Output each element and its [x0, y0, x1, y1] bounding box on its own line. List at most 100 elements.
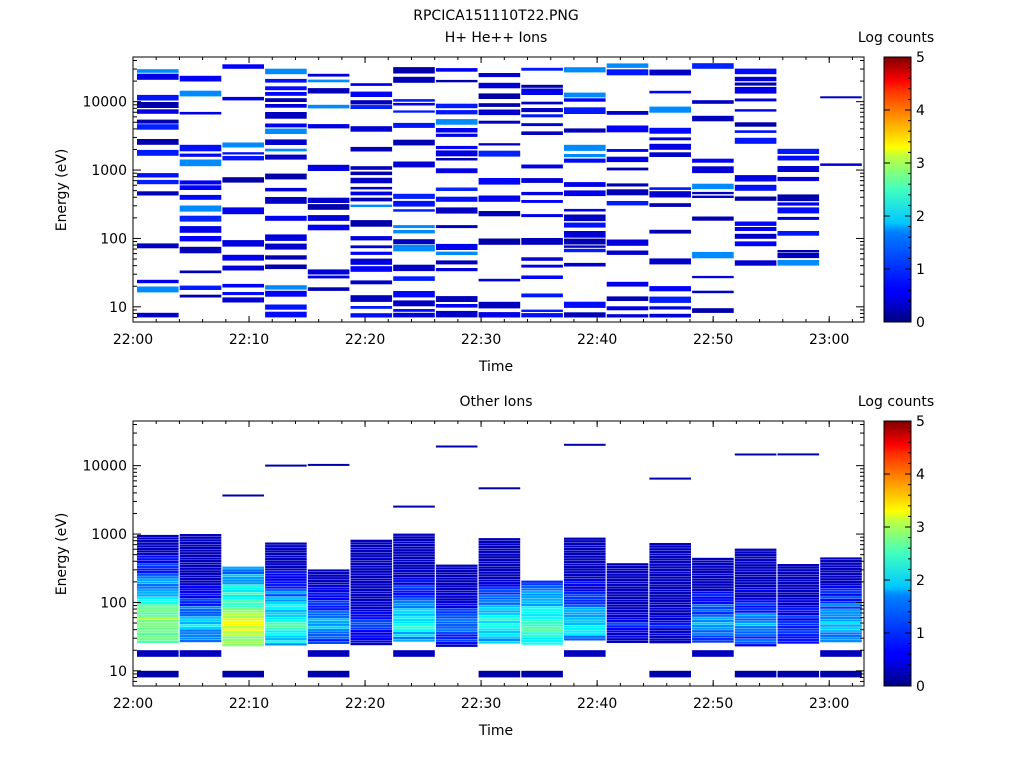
heatmap-cell [265, 243, 307, 250]
heatmap-cell [564, 537, 606, 540]
heatmap-cell [734, 260, 777, 266]
heatmap-cell [649, 69, 691, 76]
heatmap-cell [649, 561, 691, 564]
heatmap-cell [521, 596, 563, 599]
heatmap-cell [435, 574, 478, 578]
heatmap-cell [137, 586, 179, 589]
heatmap-cell [521, 275, 563, 279]
heatmap-cell [478, 607, 521, 611]
heatmap-cell [820, 650, 862, 657]
heatmap-cell [393, 533, 435, 536]
heatmap-cell [777, 610, 820, 613]
y-axis-label: Energy (eV) [54, 513, 70, 596]
heatmap-cell [350, 614, 393, 617]
heatmap-cell [649, 545, 691, 548]
heatmap-cell [564, 107, 606, 114]
heatmap-cell [777, 592, 820, 595]
heatmap-cell [521, 629, 563, 632]
heatmap-cell [137, 614, 179, 618]
heatmap-cell [435, 268, 478, 272]
heatmap-cell [777, 607, 820, 611]
heatmap-cell [435, 642, 478, 645]
heatmap-cell [734, 227, 777, 231]
colorbar: Log counts 0 1 2 3 4 5 [858, 30, 934, 331]
heatmap-cell [564, 563, 606, 566]
heatmap-cell [734, 579, 777, 582]
heatmap-cell [222, 631, 264, 634]
heatmap-cell [606, 609, 649, 612]
heatmap-cell [478, 638, 521, 641]
heatmap-cell [777, 252, 820, 259]
colorbar-tick-label: 4 [916, 467, 925, 483]
heatmap-cell [564, 222, 606, 228]
heatmap-cell [777, 587, 820, 590]
heatmap-cell [734, 610, 777, 613]
heatmap-cell [777, 600, 820, 603]
heatmap-cell [521, 67, 563, 71]
heatmap-cell [734, 196, 777, 201]
heatmap-cell [435, 603, 478, 606]
heatmap-cell [820, 606, 862, 609]
heatmap-cell [307, 463, 350, 466]
heatmap-cell [179, 559, 222, 563]
heatmap-cell [222, 626, 264, 629]
heatmap-cell [435, 168, 478, 174]
heatmap-cell [265, 92, 307, 96]
heatmap-cell [350, 591, 393, 594]
heatmap-cell [777, 628, 820, 631]
heatmap-cell [649, 566, 691, 569]
heatmap-cell [137, 139, 179, 145]
heatmap-cell [179, 554, 222, 557]
heatmap-cell [393, 618, 435, 622]
heatmap-cell [137, 552, 179, 556]
heatmap-cell [435, 133, 478, 137]
heatmap-cell [307, 602, 350, 606]
heatmap-cell [606, 167, 649, 171]
heatmap-cell [692, 604, 734, 607]
heatmap-cell [307, 650, 350, 657]
heatmap-cell [820, 640, 862, 643]
heatmap-cell [179, 567, 222, 570]
heatmap-cell [564, 245, 606, 248]
heatmap-cell [137, 571, 179, 574]
heatmap-cell [179, 153, 222, 157]
heatmap-cell [606, 617, 649, 620]
heatmap-cell [478, 641, 521, 644]
heatmap-cell [265, 311, 307, 318]
heatmap-cell [265, 589, 307, 592]
heatmap-cell [307, 79, 350, 83]
heatmap-cell [692, 606, 734, 610]
heatmap-cell [137, 568, 179, 571]
heatmap-cell [265, 290, 307, 297]
heatmap-cell [435, 580, 478, 583]
heatmap-cell [265, 625, 307, 628]
heatmap-cell [307, 628, 350, 632]
heatmap-cell [478, 109, 521, 116]
heatmap-cell [350, 632, 393, 635]
heatmap-cell [137, 617, 179, 620]
y-tick-label: 1000 [91, 163, 127, 179]
heatmap-cell [521, 614, 563, 617]
heatmap-cell [350, 640, 393, 643]
heatmap-cell [393, 536, 435, 539]
heatmap-cell [734, 221, 777, 226]
heatmap-cell [734, 589, 777, 593]
heatmap-cell [265, 617, 307, 620]
x-axis: 22:00 22:10 22:20 22:30 22:40 22:50 23:00 [113, 57, 853, 348]
heatmap-cell [606, 149, 649, 152]
heatmap-cell [265, 550, 307, 553]
heatmap-cell [820, 565, 862, 568]
x-tick-label: 22:40 [577, 696, 617, 712]
heatmap-cell [606, 612, 649, 615]
heatmap-cell [777, 589, 820, 593]
heatmap-cell [564, 550, 606, 553]
heatmap-cell [478, 211, 521, 217]
heatmap-cell [649, 313, 691, 318]
heatmap-cell [393, 200, 435, 207]
heatmap-cell [606, 281, 649, 287]
heatmap-cell [222, 297, 264, 303]
plot-frame [132, 56, 865, 323]
heatmap-cell [307, 224, 350, 231]
heatmap-cell [521, 606, 563, 609]
heatmap-cell [734, 582, 777, 585]
